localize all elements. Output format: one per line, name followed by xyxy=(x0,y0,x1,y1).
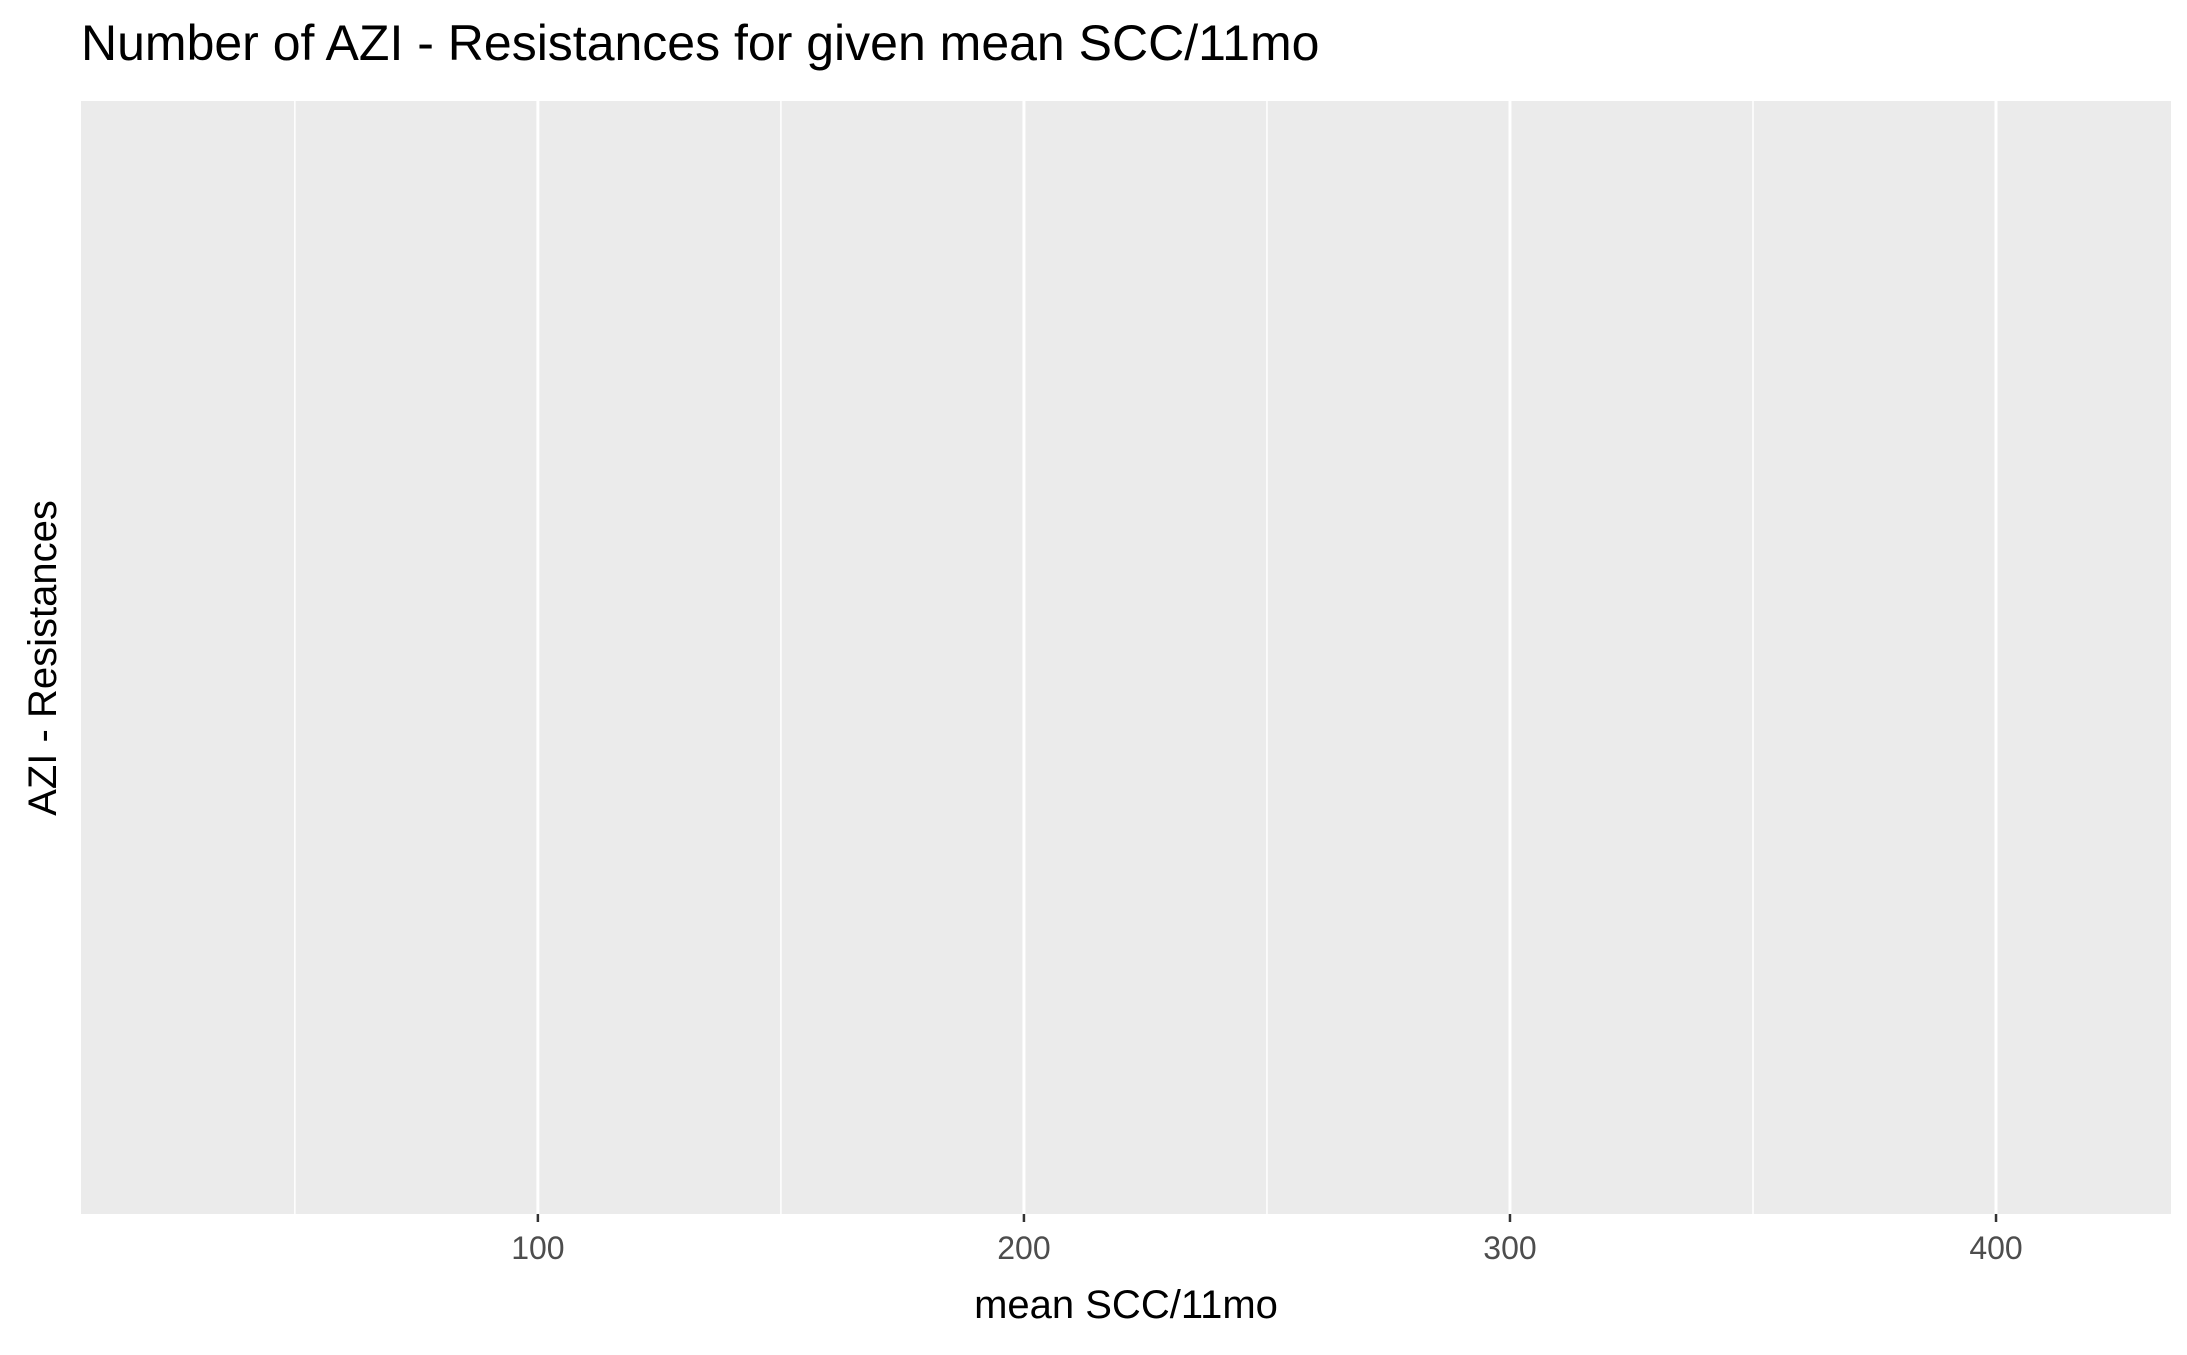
y-axis-label: AZI - Resistances xyxy=(21,500,65,816)
x-axis-label: mean SCC/11mo xyxy=(974,1283,1278,1327)
major-gridlines xyxy=(536,101,1998,1214)
chart-title: Number of AZI - Resistances for given me… xyxy=(81,15,1319,71)
plot-panel xyxy=(81,101,2171,1214)
x-tick-label: 200 xyxy=(997,1230,1050,1266)
minor-gridlines xyxy=(294,101,1754,1214)
x-tick-label: 100 xyxy=(511,1230,564,1266)
x-axis-ticks xyxy=(536,1214,1998,1222)
x-tick-label: 400 xyxy=(1969,1230,2022,1266)
x-axis-tick-labels: 100 200 300 400 xyxy=(511,1230,2023,1266)
x-tick-label: 300 xyxy=(1483,1230,1536,1266)
